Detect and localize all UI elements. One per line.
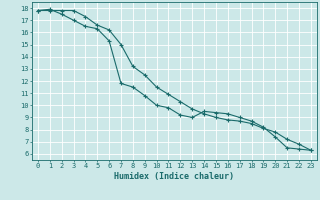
X-axis label: Humidex (Indice chaleur): Humidex (Indice chaleur) [115, 172, 234, 181]
